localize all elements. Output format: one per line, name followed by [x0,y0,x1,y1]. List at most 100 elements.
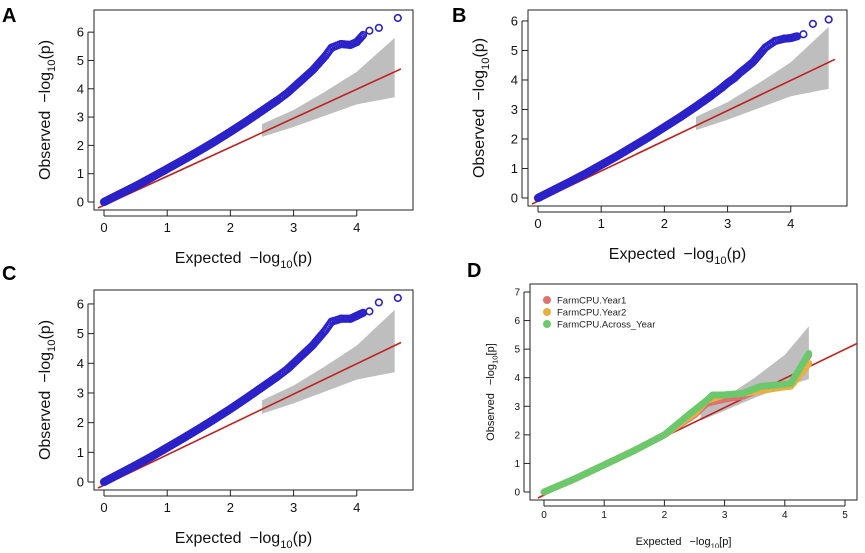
y-tick-label: 1 [77,166,84,181]
x-tick-label: 5 [842,510,848,521]
x-tick-label: 1 [601,510,607,521]
series-group [99,13,402,207]
x-tick-label: 1 [164,500,171,515]
x-tick-label: 0 [534,216,541,231]
data-point [346,40,355,49]
x-tick-label: 0 [541,510,547,521]
plot-frame [527,9,848,207]
data-point [770,36,780,46]
plot-frame [93,9,414,211]
data-point [352,311,361,320]
legend-marker [543,308,551,316]
y-tick-label: 0 [511,191,518,206]
legend-label: FarmCPU.Year2 [557,308,626,319]
x-tick-label: 1 [598,216,605,231]
data-point [755,50,764,59]
y-tick-label: 3 [511,102,518,117]
x-tick-label: 2 [662,510,668,521]
legend: FarmCPU.Year1FarmCPU.Year2FarmCPU.Across… [543,296,655,331]
data-point [365,307,374,316]
x-tick-label: 3 [290,500,297,515]
y-tick-label: 3 [77,386,84,401]
confidence-band [695,26,829,131]
series-group [533,15,833,203]
x-tick-label: 2 [227,220,234,235]
panel-label: A [2,5,16,27]
y-tick-label: 2 [514,430,520,441]
y-tick-label: 1 [514,459,520,470]
x-tick-label: 4 [787,216,794,231]
data-point [352,37,361,47]
y-axis-label: Observed−log10(p) [37,40,58,180]
data-point [346,314,355,323]
y-tick-label: 6 [514,316,520,327]
data-point [824,15,833,24]
series-group [540,350,813,496]
y-tick-label: 5 [514,345,520,356]
data-point [799,30,808,39]
data-point [805,350,813,357]
panel-label: D [467,260,481,282]
y-tick-label: 0 [77,475,84,490]
y-tick-label: 2 [77,138,84,153]
y-tick-label: 7 [514,288,520,299]
x-axis-label: Expected −log10(p) [175,250,312,271]
y-tick-label: 5 [511,43,518,58]
data-point [336,39,346,49]
y-tick-label: 1 [511,161,518,176]
y-axis-label: Observed−log10[p] [485,343,499,441]
y-tick-label: 6 [511,14,518,29]
data-point [808,19,817,29]
y-tick-label: 5 [77,326,84,341]
data-point [374,298,383,307]
x-tick-label: 2 [661,216,668,231]
data-point [321,52,330,61]
y-tick-label: 2 [511,132,518,147]
legend-marker [543,296,551,304]
qq-panel-a: A 0 1 2 3 4 0 1 2 3 4 5 6 Expected −log10(p) Observed−l… [2,5,414,271]
y-tick-label: 4 [77,356,84,371]
confidence-band [261,37,395,137]
plot-frame [529,283,858,501]
x-tick-label: 0 [100,220,107,235]
x-axis-label: Expected −log10[p] [636,536,732,548]
x-axis-label: Expected −log10(p) [609,246,746,267]
x-tick-label: 3 [290,220,297,235]
data-point [327,317,336,326]
data-point [358,30,368,40]
data-point [374,23,383,33]
x-tick-label: 3 [724,216,731,231]
x-tick-label: 4 [353,220,360,235]
y-tick-label: 4 [511,73,518,88]
y-tick-label: 3 [514,402,520,413]
data-point [321,326,330,335]
confidence-band [261,309,395,414]
series-group [99,293,402,487]
legend-label: FarmCPU.Year1 [557,296,626,307]
reference-line [97,68,402,209]
x-tick-label: 4 [782,510,788,521]
y-tick-label: 3 [77,110,84,125]
y-tick-label: 4 [514,373,520,384]
legend-label: FarmCPU.Across_Year [557,320,655,331]
legend-marker [543,320,551,328]
panel-label: B [452,5,466,27]
data-point [393,13,402,23]
data-point [393,293,402,303]
y-tick-label: 4 [77,81,84,96]
reference-line [97,341,402,489]
y-tick-label: 1 [77,445,84,460]
qq-panel-b: B 0 1 2 3 4 0 1 2 3 4 5 6 Expected −log10(p) Observed−l… [452,5,848,267]
x-tick-label: 1 [164,220,171,235]
qq-panel-d: D 0 1 2 3 4 5 0 1 2 3 4 5 6 7 Expected −log10[p] Observed… [467,260,858,550]
y-tick-label: 6 [77,296,84,311]
y-tick-label: 0 [514,488,520,499]
data-point [761,43,770,52]
y-axis-label: Observed−log10(p) [471,38,492,178]
x-axis-label: Expected −log10(p) [175,530,312,548]
x-tick-label: 4 [353,500,360,515]
data-point [336,314,346,323]
data-point [327,43,336,52]
